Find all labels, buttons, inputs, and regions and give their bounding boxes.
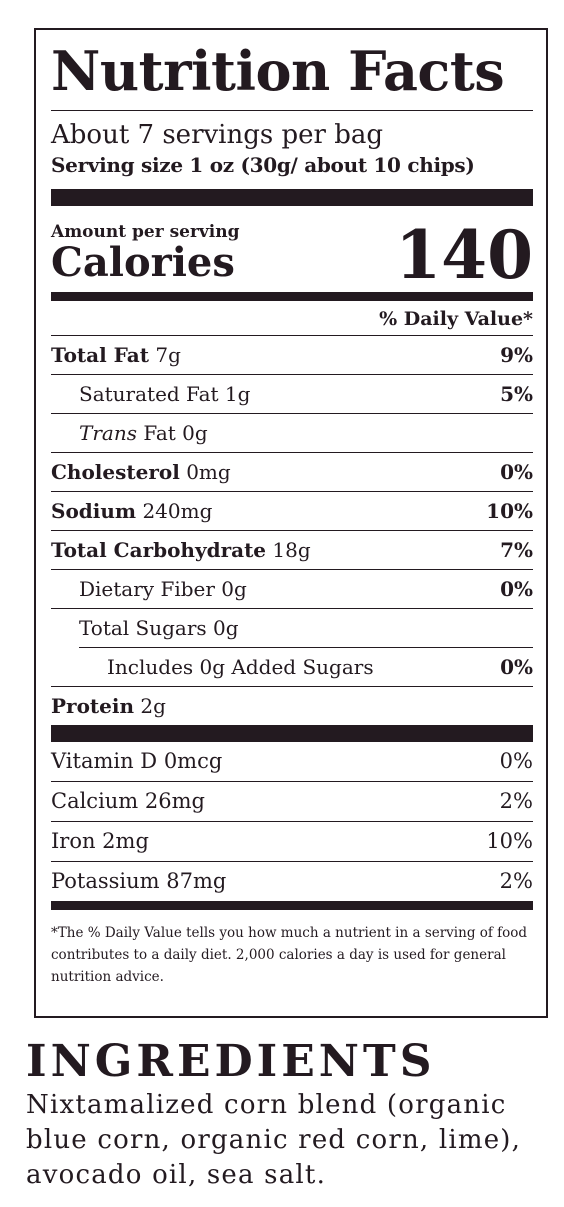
- nutrient-name: Protein: [51, 693, 135, 718]
- vitamin-dv: 0%: [499, 749, 533, 774]
- ingredients-text: Nixtamalized corn blend (organic blue co…: [26, 1090, 522, 1190]
- nutrient-name: Total Fat: [51, 342, 149, 367]
- nutrient-name: Total Carbohydrate: [51, 537, 267, 562]
- nutrient-row-cholesterol: Cholesterol 0mg 0%: [51, 451, 533, 491]
- divider-medium: [51, 900, 533, 910]
- calories-block: Amount per serving Calories 140: [51, 206, 533, 288]
- nutrient-name: Sodium: [51, 498, 137, 523]
- nutrient-amount: 7g: [155, 342, 181, 367]
- nutrient-amount: 0g: [221, 576, 247, 601]
- nutrient-name: Trans: [79, 420, 137, 445]
- nutrient-dv: 9%: [500, 342, 533, 367]
- nutrient-dv: 10%: [486, 498, 533, 523]
- nutrient-dv: 5%: [500, 381, 533, 406]
- nutrient-row-total-fat: Total Fat 7g 9%: [51, 334, 533, 374]
- vitamin-row-potassium: Potassium 87mg 2%: [51, 860, 533, 901]
- nutrient-row-sodium: Sodium 240mg 10%: [51, 490, 533, 530]
- divider-medium: [51, 291, 533, 301]
- nutrient-row-added-sugars: Includes 0g Added Sugars 0%: [79, 646, 533, 686]
- nutrition-facts-title: Nutrition Facts: [51, 39, 505, 103]
- amount-per-serving: Amount per serving: [51, 221, 240, 242]
- nutrient-amount: 0mg: [186, 459, 231, 484]
- nutrient-name: Cholesterol: [51, 459, 180, 484]
- nutrient-row-total-carbohydrate: Total Carbohydrate 18g 7%: [51, 529, 533, 569]
- nutrient-row-trans-fat: Trans Fat 0g: [51, 412, 533, 452]
- ingredients-title: INGREDIENTS: [26, 1036, 436, 1087]
- vitamin-label: Potassium 87mg: [51, 869, 227, 894]
- nutrient-row-saturated-fat: Saturated Fat 1g 5%: [51, 373, 533, 413]
- nutrient-dv: 0%: [500, 654, 533, 679]
- nutrient-row-protein: Protein 2g: [51, 685, 533, 725]
- nutrient-dv: 7%: [500, 537, 533, 562]
- servings-per-container: About 7 servings per bag: [51, 120, 384, 150]
- calories-label: Calories: [51, 238, 235, 286]
- vitamin-row-vitamin-d: Vitamin D 0mcg 0%: [51, 742, 533, 781]
- vitamin-row-calcium: Calcium 26mg 2%: [51, 780, 533, 821]
- nutrient-row-total-sugars: Total Sugars 0g: [51, 607, 533, 647]
- nutrient-amount: 2g: [140, 693, 166, 718]
- nutrient-name: Total Sugars: [79, 615, 207, 640]
- nutrient-amount: 18g: [272, 537, 311, 562]
- daily-value-header: % Daily Value*: [379, 307, 533, 330]
- nutrient-row-dietary-fiber: Dietary Fiber 0g 0%: [51, 568, 533, 608]
- vitamin-dv: 2%: [499, 789, 533, 814]
- vitamin-label: Vitamin D 0mcg: [51, 749, 223, 774]
- nutrient-dv: 0%: [500, 459, 533, 484]
- nutrient-name: Includes 0g Added Sugars: [107, 654, 374, 679]
- nutrient-name: Dietary Fiber: [79, 576, 215, 601]
- nutrient-amount: 0g: [213, 615, 239, 640]
- vitamin-dv: 2%: [499, 869, 533, 894]
- vitamin-label: Iron 2mg: [51, 829, 149, 854]
- daily-value-footnote: *The % Daily Value tells you how much a …: [51, 924, 528, 985]
- divider-thick: [51, 724, 533, 742]
- nutrient-dv: 0%: [500, 576, 533, 601]
- vitamin-label: Calcium 26mg: [51, 789, 205, 814]
- nutrition-facts-panel: Nutrition Facts About 7 servings per bag…: [34, 28, 548, 1018]
- serving-size: Serving size 1 oz (30g/ about 10 chips): [51, 152, 475, 177]
- vitamin-row-iron: Iron 2mg 10%: [51, 820, 533, 861]
- nutrient-amount: 1g: [224, 381, 251, 406]
- nutrient-amount: Fat 0g: [136, 420, 208, 445]
- divider: [51, 110, 533, 111]
- divider-thick: [51, 188, 533, 206]
- calories-value: 140: [395, 215, 533, 294]
- nutrient-name: Saturated Fat: [79, 381, 219, 406]
- vitamin-dv: 10%: [486, 829, 533, 854]
- nutrient-amount: 240mg: [142, 498, 213, 523]
